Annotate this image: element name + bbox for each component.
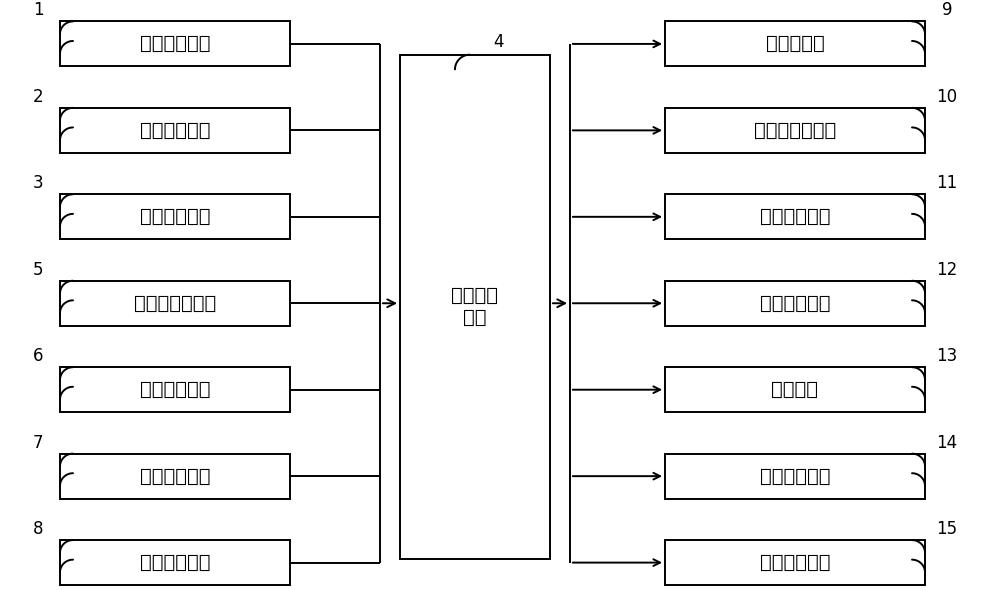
Text: 1: 1	[33, 1, 43, 19]
Text: 2: 2	[33, 88, 43, 106]
Bar	[665, 540, 925, 585]
Bar	[400, 55, 550, 559]
Text: 肥料制备模块: 肥料制备模块	[760, 207, 830, 227]
Bar	[60, 281, 290, 326]
Text: 图像采集模块: 图像采集模块	[140, 34, 210, 54]
Bar	[60, 21, 290, 67]
Text: 循环模块: 循环模块	[772, 380, 818, 399]
Text: 养殖规划模块: 养殖规划模块	[140, 553, 210, 572]
Bar	[60, 367, 290, 412]
Bar	[60, 454, 290, 499]
Text: 区域划分模块: 区域划分模块	[140, 380, 210, 399]
Bar	[60, 108, 290, 153]
Text: 11: 11	[936, 175, 958, 192]
Text: 13: 13	[936, 348, 958, 365]
Text: 3: 3	[33, 175, 43, 192]
Text: 10: 10	[936, 88, 958, 106]
Text: 15: 15	[936, 520, 958, 538]
Text: 数据存储模块: 数据存储模块	[760, 467, 830, 486]
Bar	[665, 108, 925, 153]
Text: 更新显示模块: 更新显示模块	[760, 553, 830, 572]
Text: 7: 7	[33, 434, 43, 452]
Bar	[665, 367, 925, 412]
Text: 9: 9	[942, 1, 952, 19]
Text: 水处理模块: 水处理模块	[766, 34, 824, 54]
Text: 中央处理
模块: 中央处理 模块	[452, 286, 498, 327]
Text: 6: 6	[33, 348, 43, 365]
Text: 饲料制备模块: 饲料制备模块	[760, 294, 830, 313]
Bar	[665, 194, 925, 240]
Text: 信息获取模块: 信息获取模块	[140, 207, 210, 227]
Bar	[60, 540, 290, 585]
Text: 12: 12	[936, 261, 958, 279]
Bar	[665, 454, 925, 499]
Text: 4: 4	[493, 33, 504, 51]
Text: 5: 5	[33, 261, 43, 279]
Bar	[665, 21, 925, 67]
Text: 地形图绘制模块: 地形图绘制模块	[134, 294, 216, 313]
Bar	[665, 281, 925, 326]
Bar	[60, 194, 290, 240]
Text: 种植规划模块: 种植规划模块	[140, 467, 210, 486]
Text: 8: 8	[33, 520, 43, 538]
Text: 图像分析模块: 图像分析模块	[140, 121, 210, 140]
Text: 废弃物收集模块: 废弃物收集模块	[754, 121, 836, 140]
Text: 14: 14	[936, 434, 958, 452]
